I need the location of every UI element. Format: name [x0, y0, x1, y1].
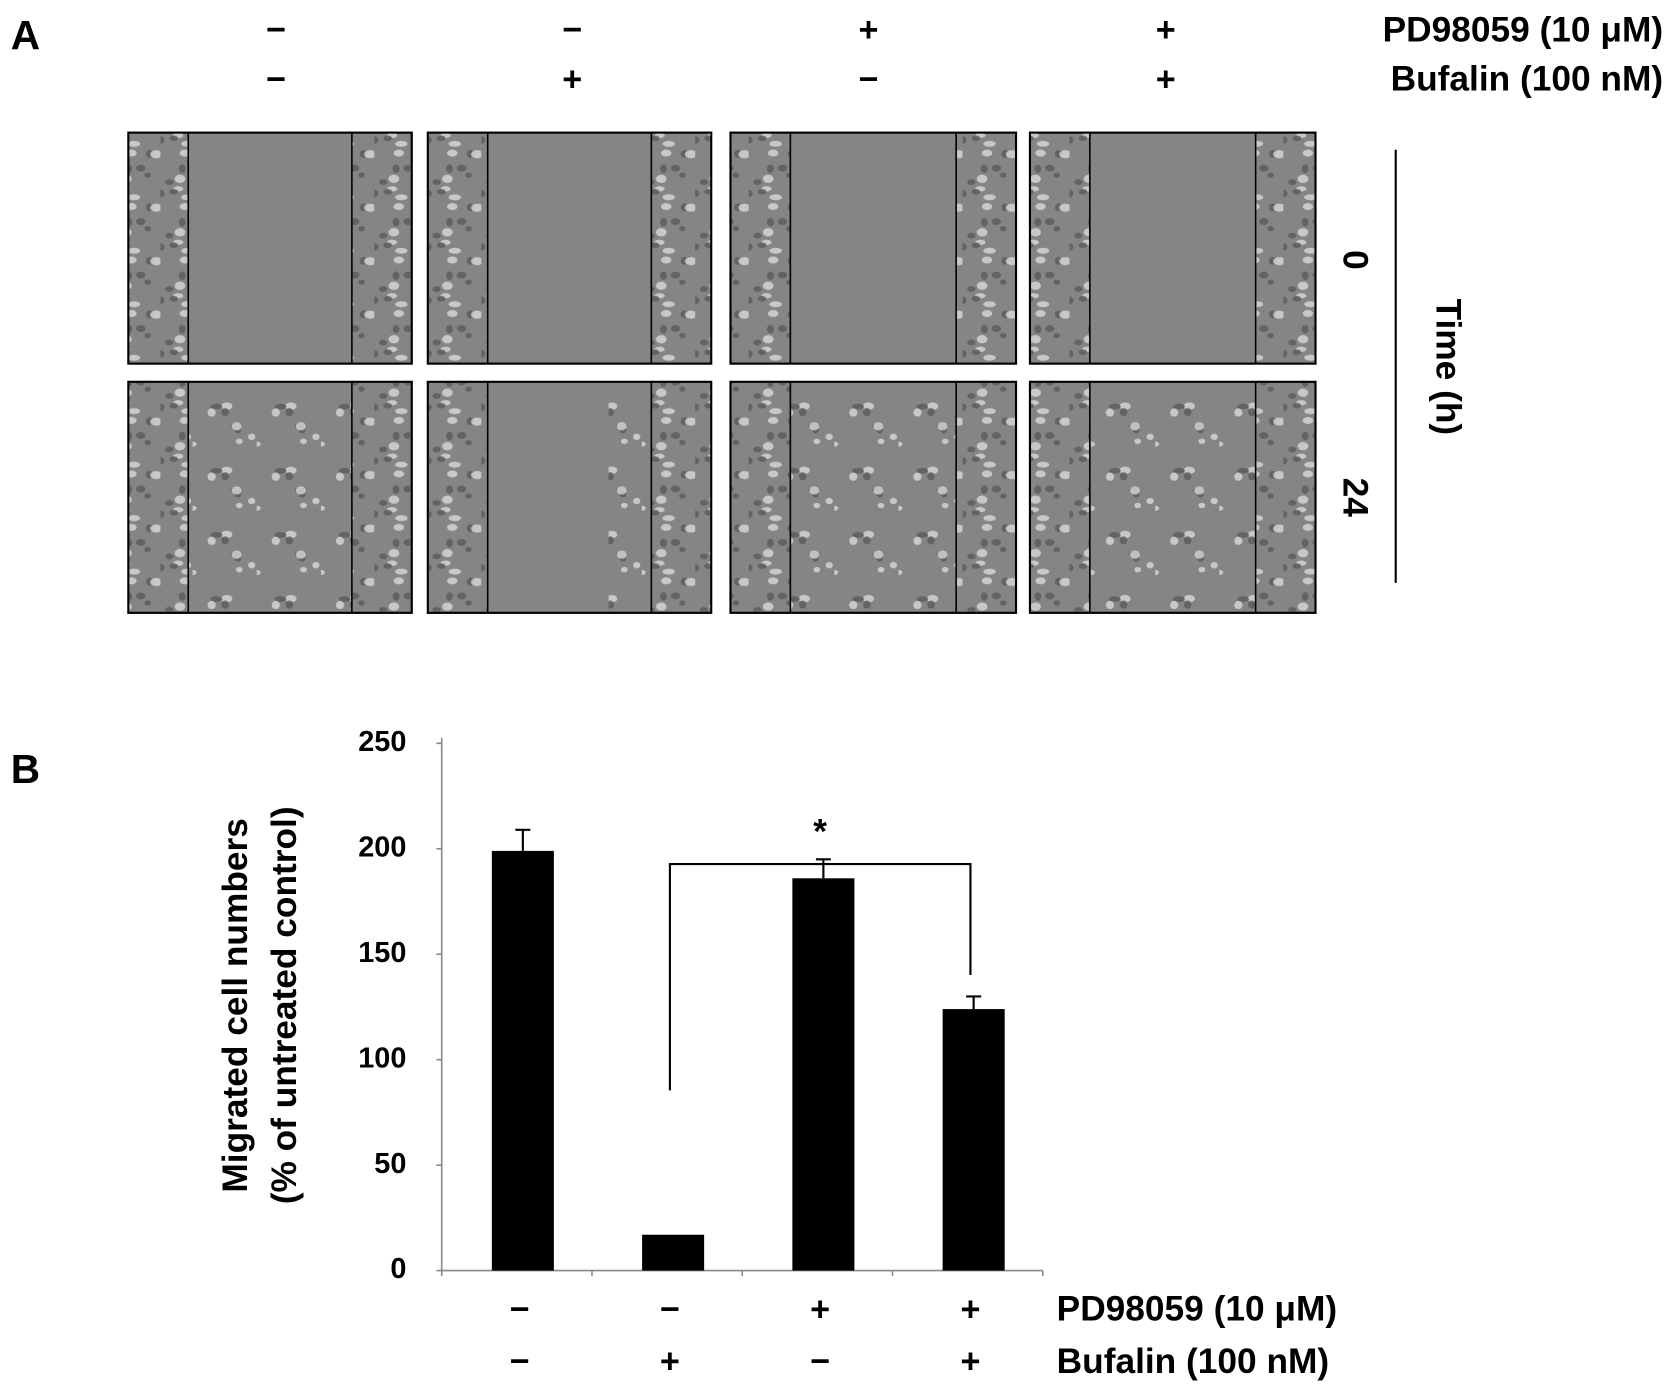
- bar: [792, 878, 855, 1271]
- error-bar: [515, 828, 531, 851]
- cells-left: [129, 382, 189, 612]
- cells-gap: [188, 382, 352, 612]
- bar: [642, 1234, 705, 1271]
- significance-label: *: [813, 812, 827, 851]
- treatment-label: PD98059 (10 μM): [1057, 1290, 1337, 1329]
- cells-left: [129, 133, 189, 363]
- treatment-sign: +: [858, 11, 878, 49]
- cells-gap: [608, 382, 652, 612]
- treatment-sign: −: [858, 60, 878, 98]
- treatment-sign: +: [1156, 11, 1176, 49]
- cells-right: [651, 133, 711, 363]
- y-axis-label: Migrated cell numbers: [216, 818, 255, 1192]
- y-tick-label: 100: [358, 1042, 406, 1074]
- cells-left: [428, 133, 488, 363]
- treatment-label: Bufalin (100 nM): [1391, 60, 1663, 99]
- treatment-sign: +: [960, 1343, 980, 1381]
- treatment-sign: −: [660, 1290, 680, 1328]
- cells-right: [1255, 382, 1315, 612]
- treatment-sign: −: [810, 1343, 830, 1381]
- bar: [491, 850, 554, 1271]
- y-axis-label: (% of untreated control): [265, 806, 304, 1204]
- panel-label: A: [11, 12, 40, 58]
- y-tick-label: 200: [358, 831, 406, 863]
- treatment-label: Bufalin (100 nM): [1057, 1342, 1329, 1381]
- y-tick-label: 250: [358, 726, 406, 758]
- treatment-sign: −: [510, 1290, 530, 1328]
- cells-right: [351, 382, 411, 612]
- treatment-sign: +: [1156, 60, 1176, 98]
- time-value: 24: [1336, 478, 1375, 518]
- treatment-sign: +: [562, 60, 582, 98]
- y-tick-label: 150: [358, 937, 406, 969]
- cells-left: [731, 133, 791, 363]
- panel-b: 0 50 100 150 200 250 − − + + PD98059 (10 μM) − + − + Bu…: [216, 726, 1337, 1381]
- time-value: 0: [1336, 250, 1375, 270]
- y-tick-label: 0: [390, 1253, 406, 1285]
- cells-right: [351, 133, 411, 363]
- treatment-sign: −: [266, 60, 286, 98]
- cells-left: [428, 382, 488, 612]
- cells-gap: [1089, 382, 1256, 612]
- treatment-sign: −: [510, 1343, 530, 1381]
- treatment-sign: +: [660, 1343, 680, 1381]
- cells-right: [651, 382, 711, 612]
- bar: [942, 1009, 1005, 1271]
- cells-right: [956, 382, 1015, 612]
- cells-left: [1031, 133, 1090, 363]
- treatment-sign: −: [562, 11, 582, 49]
- treatment-sign: −: [266, 11, 286, 49]
- cells-gap: [790, 382, 957, 612]
- treatment-sign: +: [810, 1290, 830, 1328]
- y-tick-label: 50: [374, 1148, 406, 1180]
- significance-bracket: [668, 862, 972, 1091]
- error-bar: [966, 995, 982, 1010]
- cells-left: [731, 382, 791, 612]
- cells-right: [956, 133, 1015, 363]
- cells-right: [1255, 133, 1315, 363]
- treatment-label: PD98059 (10 μM): [1383, 10, 1663, 49]
- treatment-sign: +: [960, 1290, 980, 1328]
- panel-a: − − + + PD98059 (10 μM) − + − + Bufalin (100 nM) 0…: [127, 10, 1663, 614]
- time-label: Time (h): [1429, 299, 1468, 436]
- cells-left: [1031, 382, 1090, 612]
- error-bar: [815, 858, 831, 879]
- panel-label: B: [11, 746, 40, 792]
